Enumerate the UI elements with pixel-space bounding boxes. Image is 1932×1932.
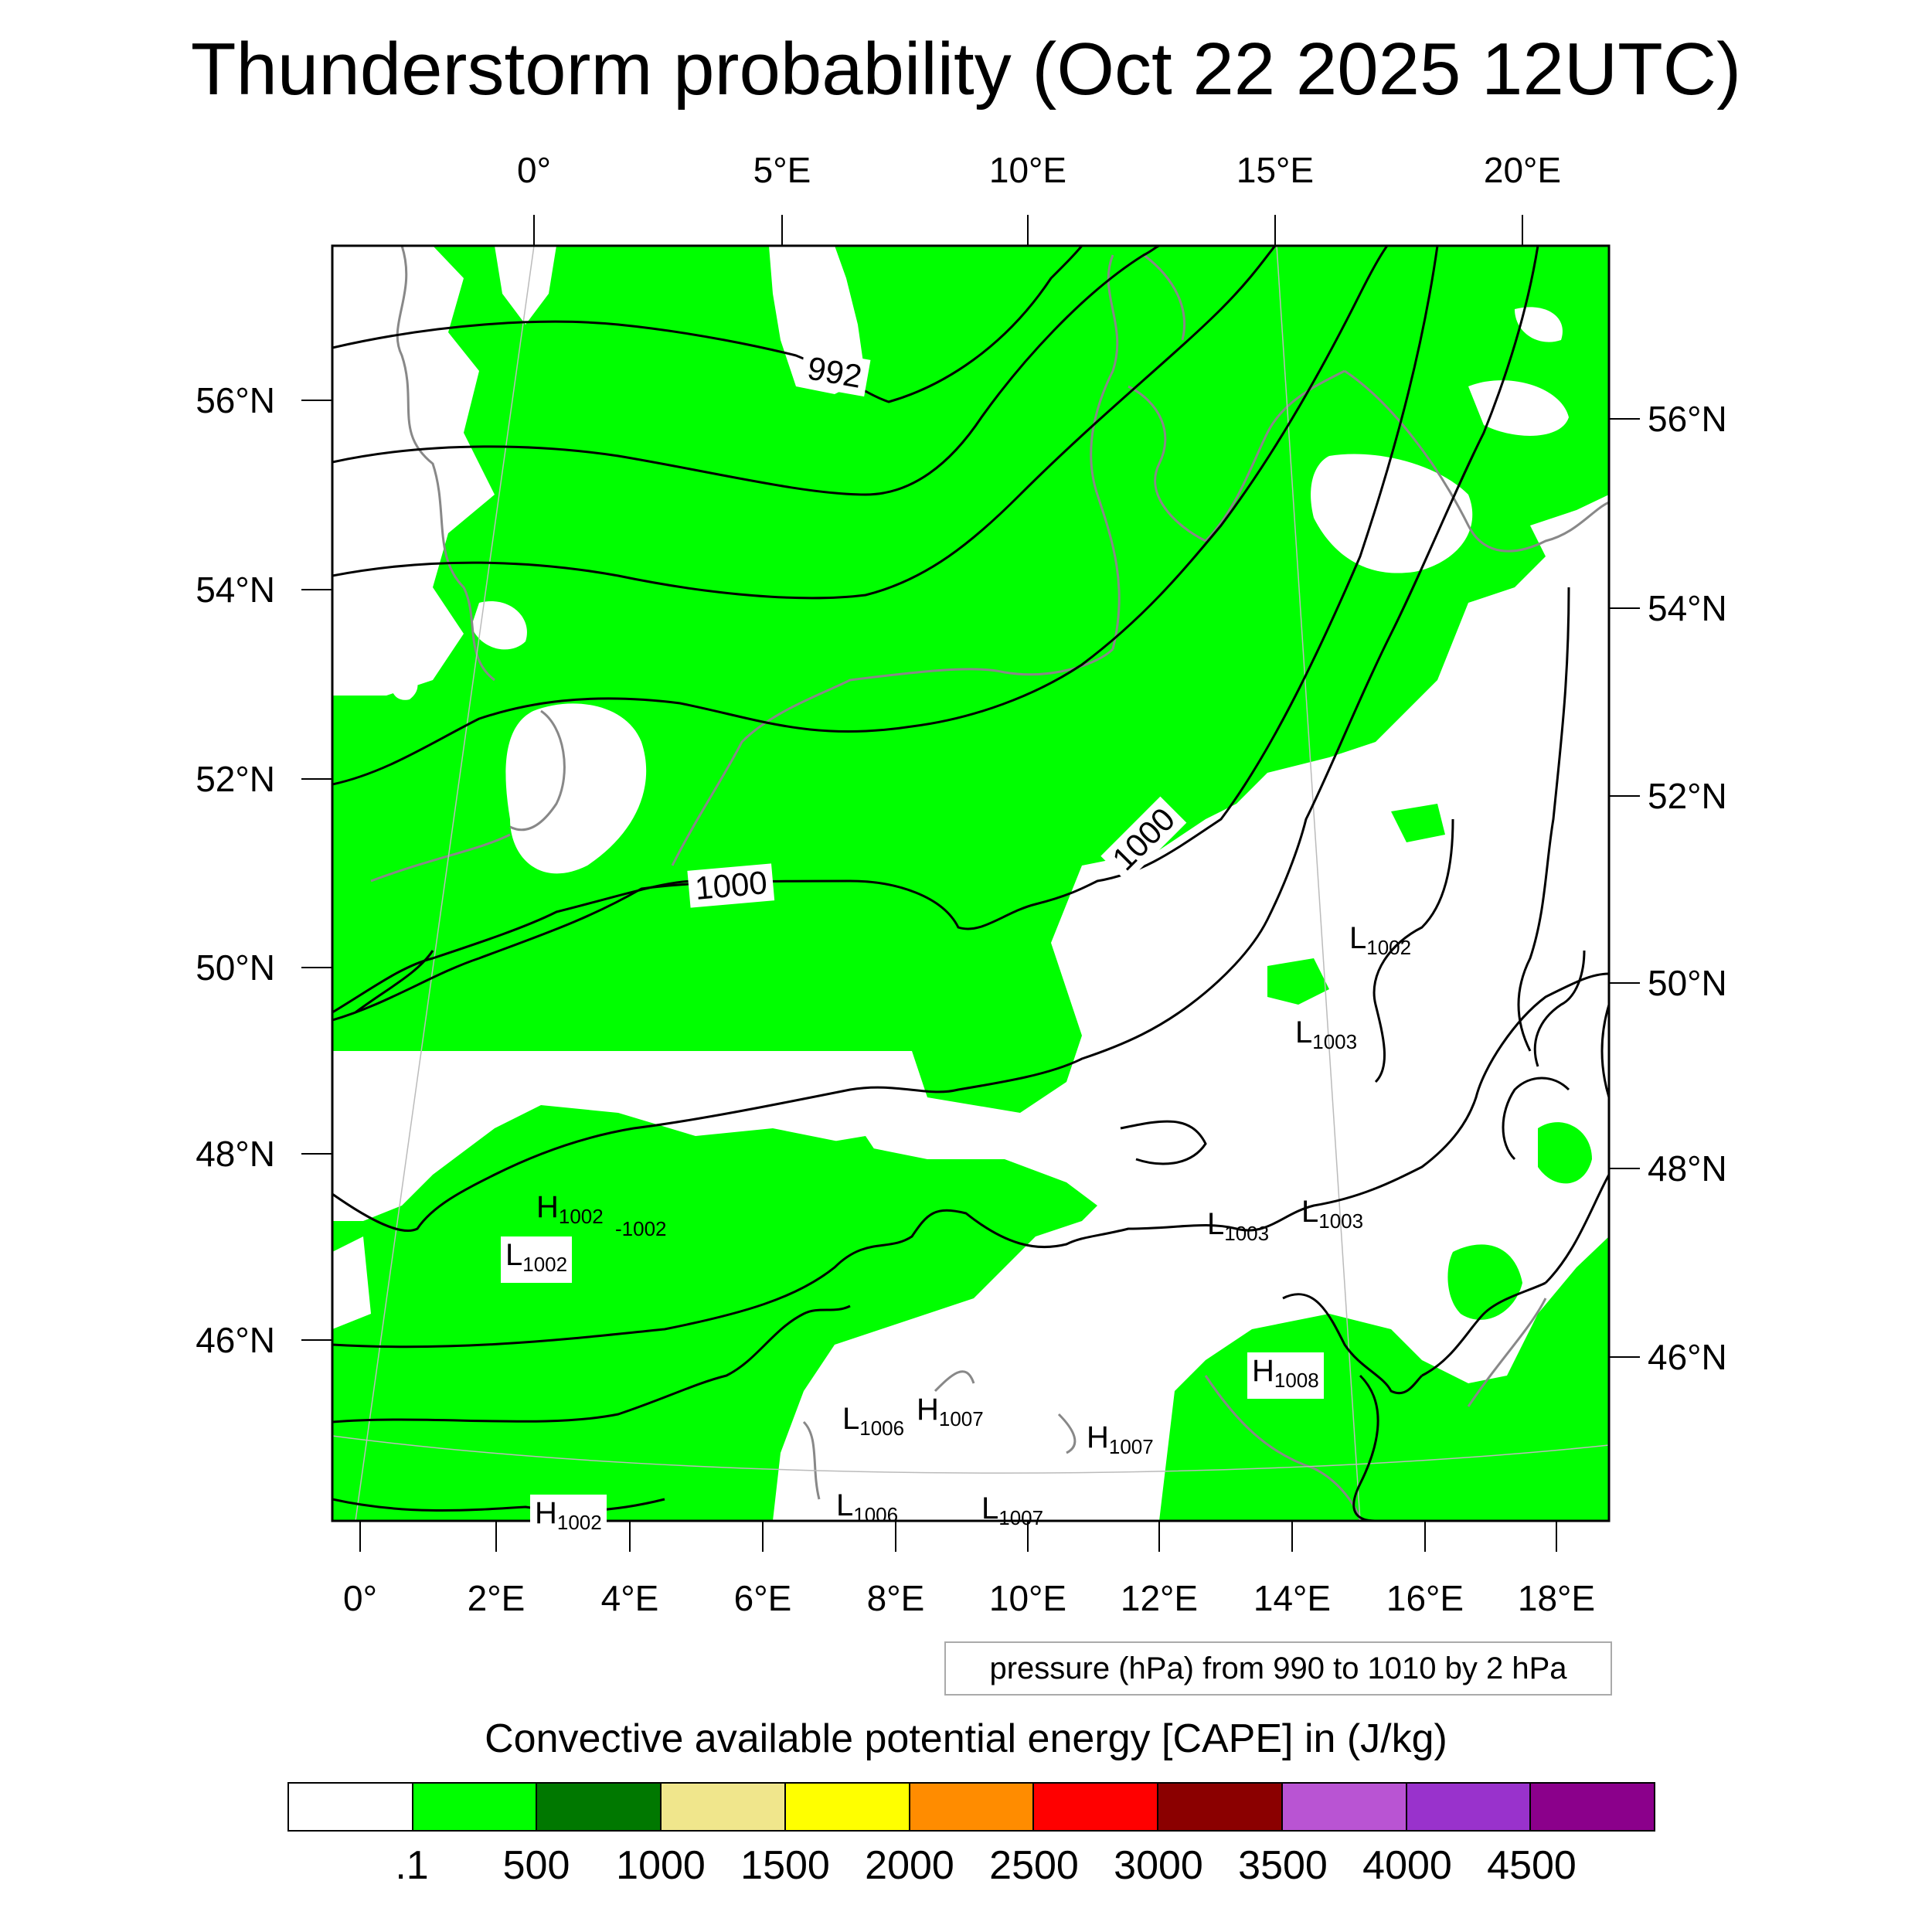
contour-info-box: pressure (hPa) from 990 to 1010 by 2 hPa [944, 1641, 1612, 1696]
colorbar-box [662, 1784, 786, 1830]
colorbar [287, 1782, 1655, 1832]
bottom-lon-label: 0° [343, 1578, 377, 1618]
right-lat-label: 48°N [1648, 1148, 1727, 1189]
top-lon-label: 20°E [1483, 150, 1562, 190]
bottom-lon-label: 4°E [600, 1578, 659, 1618]
colorbar-box [1158, 1784, 1283, 1830]
left-lat-label: 52°N [196, 759, 275, 799]
colorbar-tick-label: 3000 [1114, 1843, 1203, 1888]
map-frame [331, 244, 1611, 1522]
pressure-center: L1006 [842, 1402, 905, 1440]
colorbar-tick-label: .1 [395, 1843, 429, 1888]
left-lat-label: 50°N [196, 947, 275, 988]
colorbar-box [1406, 1784, 1532, 1830]
colorbar-tick-label: 4500 [1487, 1843, 1577, 1888]
colorbar-box [1282, 1784, 1407, 1830]
colorbar-box [1531, 1784, 1655, 1830]
pressure-center: H1002 [530, 1495, 607, 1541]
pressure-center: L1007 [981, 1492, 1044, 1529]
pressure-center: H1007 [917, 1393, 984, 1430]
bottom-lon-label: 10°E [988, 1578, 1067, 1618]
left-lat-label: 56°N [196, 380, 275, 420]
pressure-center: L1002 [1349, 921, 1412, 959]
right-lat-label: 50°N [1648, 963, 1727, 1003]
bottom-lon-label: 12°E [1120, 1578, 1199, 1618]
colorbar-box [413, 1784, 538, 1830]
colorbar-title: Convective available potential energy [C… [485, 1716, 1447, 1761]
colorbar-tick-label: 4000 [1362, 1843, 1452, 1888]
bottom-lon-label: 6°E [733, 1578, 792, 1618]
colorbar-tick-label: 2500 [989, 1843, 1079, 1888]
pressure-center: L1003 [1301, 1195, 1364, 1233]
top-lon-label: 0° [517, 150, 551, 190]
bottom-lon-label: 16°E [1386, 1578, 1464, 1618]
colorbar-box [910, 1784, 1035, 1830]
top-lon-label: 15°E [1236, 150, 1315, 190]
top-lon-label: 10°E [988, 150, 1067, 190]
colorbar-box [785, 1784, 910, 1830]
axis-ticks [301, 215, 1640, 1552]
right-lat-label: 56°N [1648, 399, 1727, 439]
right-lat-label: 46°N [1648, 1337, 1727, 1377]
graticule [332, 246, 1609, 1521]
pressure-center: H1007 [1087, 1420, 1154, 1458]
pressure-center: H1002 [536, 1190, 604, 1228]
coastlines [370, 246, 1609, 1521]
cape-field [332, 246, 1609, 1521]
colorbar-box [289, 1784, 413, 1830]
pressure-center: L1003 [1295, 1015, 1358, 1053]
pressure-center: L1002 [501, 1236, 573, 1283]
left-lat-label: 48°N [196, 1134, 275, 1174]
right-lat-label: 54°N [1648, 588, 1727, 628]
pressure-center: L1003 [1207, 1207, 1270, 1245]
colorbar-box [537, 1784, 662, 1830]
bottom-lon-label: 2°E [467, 1578, 526, 1618]
pressure-center: L1006 [836, 1488, 899, 1526]
colorbar-tick-label: 1000 [616, 1843, 706, 1888]
top-lon-label: 5°E [753, 150, 811, 190]
left-lat-label: 46°N [196, 1320, 275, 1360]
right-lat-label: 52°N [1648, 776, 1727, 816]
isobars [332, 246, 1609, 1521]
isobar-label: 1000 [687, 863, 775, 908]
colorbar-box [1034, 1784, 1159, 1830]
bottom-lon-label: 14°E [1253, 1578, 1332, 1618]
colorbar-tick-label: 3500 [1238, 1843, 1328, 1888]
colorbar-tick-label: 2000 [865, 1843, 954, 1888]
pressure-center: H1008 [1247, 1352, 1324, 1399]
left-lat-label: 54°N [196, 570, 275, 610]
colorbar-tick-label: 500 [502, 1843, 570, 1888]
bottom-lon-label: 8°E [866, 1578, 925, 1618]
colorbar-tick-label: 1500 [740, 1843, 830, 1888]
bottom-lon-label: 18°E [1517, 1578, 1596, 1618]
pressure-center: -1002 [615, 1217, 667, 1240]
chart-title: Thunderstorm probability (Oct 22 2025 12… [190, 28, 1742, 111]
